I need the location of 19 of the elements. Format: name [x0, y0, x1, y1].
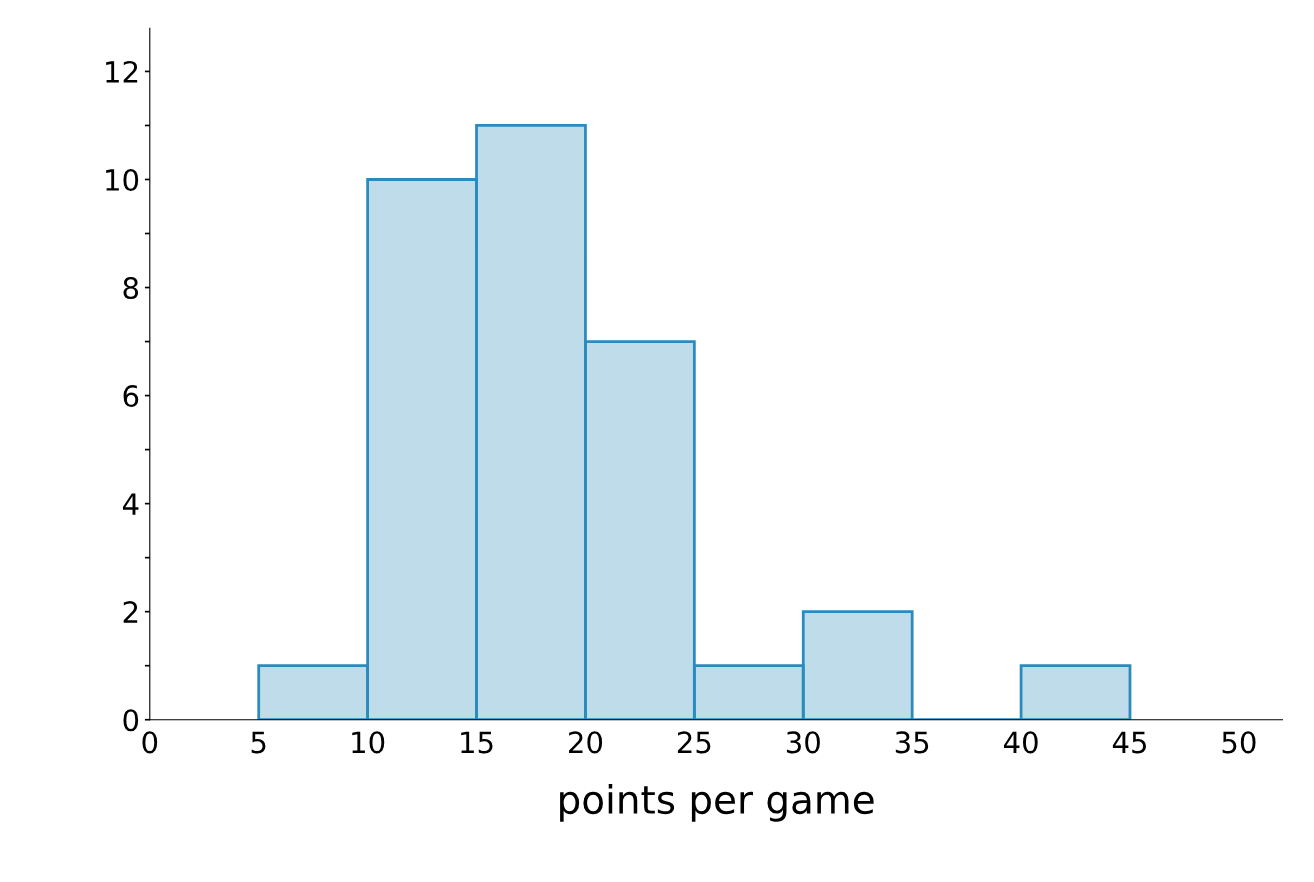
y-tick-label: 12: [106, 60, 138, 83]
y-tick-label: 10: [106, 168, 139, 191]
x-tick-label: 45: [1112, 731, 1146, 754]
x-tick-label: 0: [142, 731, 158, 754]
x-tick-label: 35: [895, 731, 929, 754]
x-tick-label: 50: [1222, 731, 1256, 754]
y-tick-label: 4: [122, 493, 139, 515]
y-tick-label: 8: [123, 276, 139, 300]
x-tick-label: 30: [786, 731, 820, 754]
x-tick-label: 25: [677, 731, 711, 754]
x-tick-label: 15: [461, 731, 493, 754]
y-tick-label: 2: [123, 601, 138, 623]
x-tick-label: 5: [251, 731, 266, 754]
x-axis-title: points per game: [560, 784, 874, 822]
x-tick-label: 40: [1003, 731, 1038, 754]
x-tick-label: 20: [569, 731, 603, 754]
x-tick-label: 10: [352, 731, 385, 754]
y-tick-label: 0: [123, 709, 139, 732]
y-tick-label: 6: [123, 385, 139, 408]
